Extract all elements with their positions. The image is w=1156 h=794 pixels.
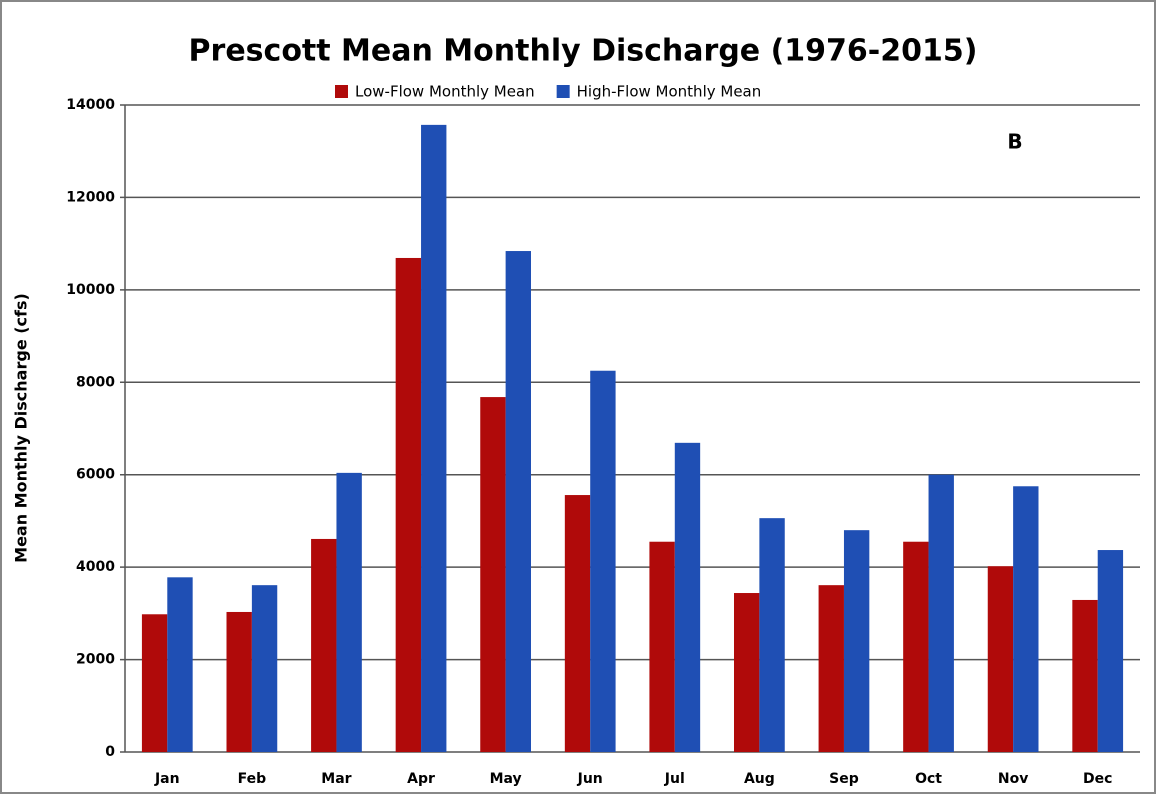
y-axis-label: Mean Monthly Discharge (cfs)	[12, 293, 31, 563]
x-tick-label: May	[490, 771, 522, 787]
y-tick-label: 12000	[66, 189, 115, 205]
bar	[649, 541, 675, 752]
bar	[480, 397, 506, 752]
bar	[505, 251, 531, 752]
bar	[421, 124, 447, 753]
y-tick-label: 8000	[76, 374, 115, 390]
bar	[167, 577, 193, 752]
bar	[395, 257, 422, 752]
bar	[818, 585, 844, 752]
bar	[987, 566, 1014, 752]
x-tick-label: Nov	[998, 771, 1028, 787]
annotation: B	[1007, 130, 1022, 154]
y-tick-label: 10000	[66, 282, 115, 298]
bar	[251, 585, 278, 752]
x-tick-label: Jul	[664, 771, 685, 787]
legend-label: Low-Flow Monthly Mean	[355, 83, 535, 101]
bar	[226, 611, 252, 752]
x-tick-label: Jan	[154, 771, 180, 787]
bar	[903, 541, 929, 752]
x-tick-label: Apr	[407, 771, 435, 787]
bar	[734, 593, 760, 752]
x-tick-label: Aug	[744, 771, 775, 787]
x-tick-label: Oct	[915, 771, 942, 787]
bar	[674, 442, 701, 752]
chart-title: Prescott Mean Monthly Discharge (1976-20…	[189, 34, 978, 69]
bar	[590, 370, 616, 752]
bar	[336, 472, 362, 752]
y-tick-label: 4000	[76, 559, 115, 575]
bar	[1097, 550, 1124, 752]
bar	[843, 530, 870, 752]
legend-label: High-Flow Monthly Mean	[577, 83, 762, 101]
x-tick-label: Feb	[238, 771, 267, 787]
x-tick-label: Dec	[1083, 771, 1112, 787]
y-tick-label: 2000	[76, 652, 115, 668]
y-tick-label: 6000	[76, 467, 115, 483]
bar	[141, 614, 168, 752]
y-tick-label: 0	[105, 744, 115, 760]
legend-swatch	[556, 85, 570, 98]
x-tick-label: Sep	[829, 771, 859, 787]
x-tick-label: Jun	[577, 771, 603, 787]
bar	[928, 474, 954, 752]
bar	[1072, 599, 1098, 752]
bar	[311, 538, 337, 752]
bar	[759, 518, 785, 752]
y-tick-label: 14000	[66, 97, 115, 113]
bar	[1013, 486, 1039, 752]
legend-swatch	[335, 85, 348, 98]
x-tick-label: Mar	[321, 771, 351, 787]
bar	[564, 495, 591, 752]
